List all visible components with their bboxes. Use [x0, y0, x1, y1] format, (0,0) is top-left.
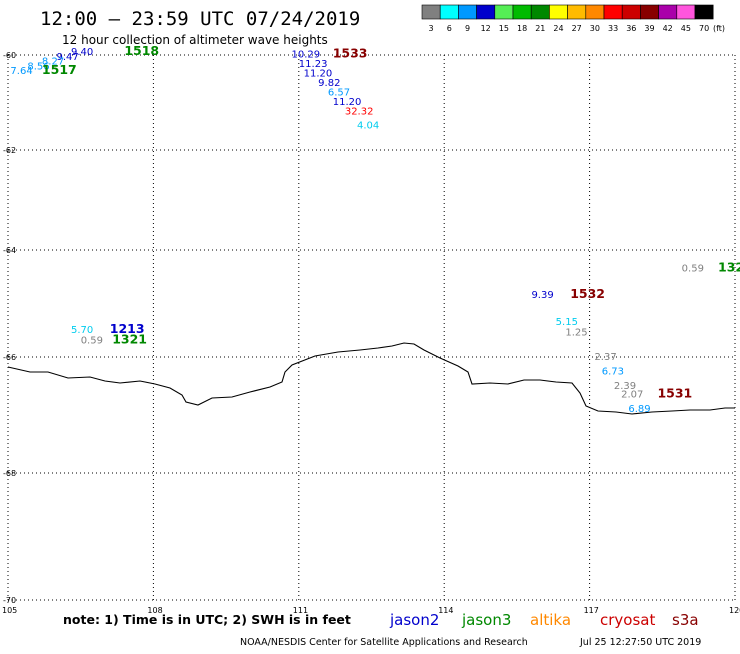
- pass-time-label: 1213: [110, 321, 145, 336]
- satellite-name: jason3: [461, 611, 511, 629]
- map-subtitle: 12 hour collection of altimeter wave hei…: [62, 33, 328, 47]
- legend-swatch-label: 24: [553, 24, 563, 33]
- wave-height-value: 32.32: [345, 106, 374, 117]
- legend-swatch-label: 18: [517, 24, 527, 33]
- pass-time-label: 1531: [657, 386, 692, 401]
- longitude-label: 114: [438, 606, 453, 615]
- legend-swatch: [439, 4, 459, 20]
- wave-height-color-legend: 3 6 9 12 15 18 21 24 27 30 33 36 39 42 45 70: [421, 4, 714, 33]
- pass-time-label: 1518: [124, 43, 159, 58]
- wave-height-value: 2.07: [621, 390, 643, 401]
- wave-height-value: 11.20: [333, 97, 362, 108]
- longitude-label: 120: [729, 606, 740, 615]
- wave-height-value: 4.04: [357, 121, 379, 132]
- latitude-label: -70: [3, 596, 16, 605]
- pass-time-label: 1533: [333, 45, 368, 60]
- legend-swatch: [658, 4, 678, 20]
- legend-swatch: [603, 4, 623, 20]
- footer-note: note: 1) Time is in UTC; 2) SWH is in fe…: [63, 612, 351, 627]
- wave-height-value: 2.37: [594, 352, 616, 363]
- wave-height-value: 9.40: [71, 47, 93, 58]
- longitude-label: 105: [2, 606, 17, 615]
- legend-swatch-label: 6: [447, 24, 452, 33]
- wave-height-value: 7.64: [10, 66, 32, 77]
- legend-swatch: [458, 4, 477, 20]
- latitude-label: -60: [3, 51, 16, 60]
- legend-swatch-label: 9: [465, 24, 470, 33]
- legend-swatch: [476, 4, 496, 20]
- wave-height-value: 0.59: [682, 263, 704, 274]
- longitude-label: 108: [147, 606, 162, 615]
- latitude-label: -62: [3, 146, 16, 155]
- legend-swatch-label: 21: [535, 24, 545, 33]
- wave-height-value: 11.20: [304, 68, 333, 79]
- wave-height-value: 5.15: [556, 317, 578, 328]
- longitude-labels: 105 108 111 114 117 120: [2, 606, 740, 615]
- legend-swatch: [694, 4, 714, 20]
- longitude-label: 111: [293, 606, 308, 615]
- satellite-name: altika: [530, 611, 571, 629]
- pass-time-label: 1532: [570, 286, 605, 301]
- legend-swatch: [421, 4, 441, 20]
- legend-swatch: [494, 4, 514, 20]
- legend-swatch: [512, 4, 532, 20]
- latitude-label: -66: [3, 353, 16, 362]
- wave-height-value: 6.73: [602, 366, 624, 377]
- pass-time-label: 1322: [718, 259, 740, 274]
- legend-swatch-label: 27: [572, 24, 582, 33]
- wave-height-value: 5.70: [71, 325, 93, 336]
- wave-height-value: 8.56: [27, 61, 49, 72]
- latitude-label: -64: [3, 246, 16, 255]
- wave-height-value: 8.27: [42, 57, 64, 68]
- wave-height-value: 1.25: [565, 328, 587, 339]
- wave-height-value: 9.39: [531, 290, 553, 301]
- legend-unit: (ft): [713, 24, 725, 33]
- legend-swatch-label: 36: [626, 24, 636, 33]
- legend-swatch-label: 70: [699, 24, 709, 33]
- latitude-label: -68: [3, 469, 16, 478]
- legend-swatch: [640, 4, 659, 20]
- legend-swatch-label: 3: [429, 24, 434, 33]
- wave-height-value: 9.82: [318, 78, 340, 89]
- pass-time-label: 1517: [42, 62, 77, 77]
- legend-swatch-label: 15: [499, 24, 509, 33]
- wave-height-value: 2.39: [614, 381, 636, 392]
- longitude-label: 117: [584, 606, 599, 615]
- legend-swatch-label: 42: [663, 24, 673, 33]
- map-title: 12:00 – 23:59 UTC 07/24/2019: [40, 8, 360, 30]
- legend-swatch: [549, 4, 568, 20]
- wave-height-value: 6.57: [328, 87, 350, 98]
- legend-swatch-label: 45: [681, 24, 691, 33]
- satellite-legend: jason2 jason3 altika cryosat s3a: [389, 611, 699, 629]
- credit-text: NOAA/NESDIS Center for Satellite Applica…: [240, 637, 528, 648]
- satellite-name: cryosat: [600, 611, 655, 629]
- legend-swatch: [621, 4, 641, 20]
- wave-height-value: 9.47: [56, 52, 78, 63]
- antarctic-coastline: [7, 342, 735, 415]
- timestamp-text: Jul 25 12:27:50 UTC 2019: [579, 637, 701, 648]
- latitude-labels: -60 -62 -64 -66 -68 -70: [3, 51, 16, 605]
- legend-swatch: [567, 4, 587, 20]
- wave-height-value: 11.23: [299, 59, 328, 70]
- wave-height-value: 0.59: [81, 336, 103, 347]
- legend-swatch-label: 12: [481, 24, 491, 33]
- legend-swatch: [676, 4, 696, 20]
- satellite-name: s3a: [672, 611, 699, 629]
- wave-height-value: 10.29: [292, 49, 321, 60]
- pass-time-label: 1321: [112, 332, 147, 347]
- legend-swatch-label: 39: [644, 24, 654, 33]
- legend-swatch: [530, 4, 550, 20]
- legend-swatch-label: 30: [590, 24, 600, 33]
- legend-swatch: [585, 4, 605, 20]
- legend-swatch-label: 33: [608, 24, 618, 33]
- wave-height-value: 6.89: [628, 404, 650, 415]
- satellite-name: jason2: [389, 611, 439, 629]
